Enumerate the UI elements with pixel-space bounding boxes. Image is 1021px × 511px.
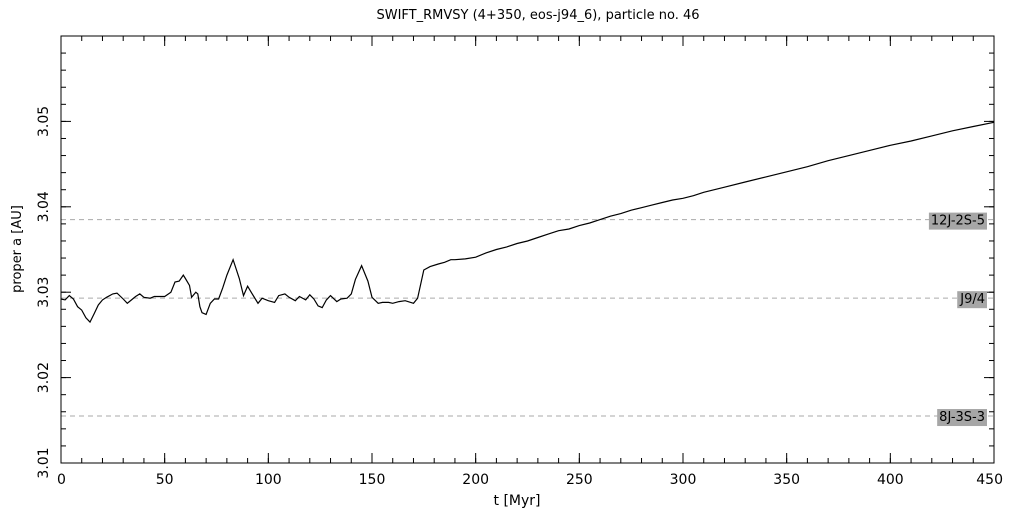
reference-label-box (928, 212, 987, 230)
x-tick-label: 300 (670, 472, 697, 488)
reference-label-box (937, 409, 987, 427)
reference-label-box (957, 291, 987, 309)
reference-label-text: 12J-2S-5 (931, 214, 985, 229)
reference-label: 8J-3S-3 (937, 409, 987, 427)
reference-lines (61, 219, 994, 417)
x-tick-label: 450 (976, 472, 1003, 488)
x-tick-label: 0 (57, 472, 66, 488)
x-tick-label: 250 (566, 472, 593, 488)
x-tick-label: 400 (877, 472, 904, 488)
x-tick-label: 200 (462, 472, 489, 488)
series-line (60, 121, 995, 324)
x-tick-labels: 0 50 100 150 200 250 300 350 400 450 (57, 472, 1003, 488)
reference-label-text: J9/4 (959, 292, 985, 307)
y-tick-labels: 3.01 3.02 3.03 3.04 3.05 (36, 106, 52, 479)
x-tick-label: 50 (156, 472, 174, 488)
y-tick-label: 3.04 (36, 191, 52, 222)
y-tick-label: 3.01 (36, 447, 52, 478)
minor-ticks (60, 35, 995, 464)
y-axis-label: proper a [AU] (10, 205, 25, 293)
x-axis-label: t [Myr] (494, 493, 541, 509)
y-tick-label: 3.02 (36, 362, 52, 393)
x-tick-label: 150 (359, 472, 386, 488)
y-tick-label: 3.03 (36, 277, 52, 308)
reference-label: 12J-2S-5 (928, 212, 987, 230)
reference-labels: 12J-2S-5 J9/4 8J-3S-3 (928, 212, 987, 427)
x-tick-label: 350 (773, 472, 800, 488)
chart-title: SWIFT_RMVSY (4+350, eos-j94_6), particle… (376, 8, 699, 23)
y-tick-label: 3.05 (36, 106, 52, 137)
reference-label: J9/4 (957, 291, 987, 309)
reference-label-text: 8J-3S-3 (939, 410, 985, 425)
major-ticks (60, 36, 995, 464)
x-tick-label: 100 (255, 472, 282, 488)
plot-frame (60, 35, 995, 464)
